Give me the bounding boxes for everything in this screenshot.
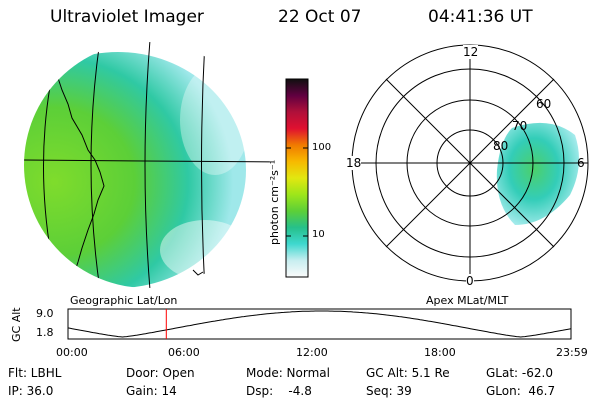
colorbar	[285, 78, 309, 278]
polar-plot	[351, 44, 589, 282]
date-label: 22 Oct 07	[278, 7, 362, 27]
mlat-label-80: 80	[493, 139, 509, 153]
time-label: 04:41:36 UT	[428, 7, 533, 27]
mlt-label-6: 6	[577, 156, 585, 170]
instrument-title: Ultraviolet Imager	[50, 7, 204, 27]
uv-emission-left	[24, 52, 246, 288]
altitude-xtick-2359: 23:59	[556, 346, 588, 359]
status-filter: Flt: LBHL	[8, 366, 62, 380]
geographic-caption: Geographic Lat/Lon	[70, 294, 178, 307]
altitude-xtick-1200: 12:00	[296, 346, 328, 359]
status-door: Door: Open	[126, 366, 195, 380]
colorbar-unit-label: photon cm⁻²s⁻¹	[268, 159, 281, 245]
status-glat: GLat: -62.0	[486, 366, 553, 380]
status-gc-alt: GC Alt: 5.1 Re	[366, 366, 450, 380]
altitude-ylabel: GC Alt	[10, 307, 23, 342]
mlat-label-60: 60	[536, 97, 552, 111]
status-gain: Gain: 14	[126, 384, 177, 398]
status-dsp: Dsp: -4.8	[246, 384, 312, 398]
altitude-plot	[67, 308, 572, 340]
mlat-label-70: 70	[512, 119, 528, 133]
altitude-xtick-0000: 00:00	[56, 346, 88, 359]
uv-emission-right	[496, 122, 579, 225]
status-ip: IP: 36.0	[8, 384, 54, 398]
altitude-xtick-1800: 18:00	[424, 346, 456, 359]
coastline	[57, 77, 105, 281]
altitude-ytick-9: 9.0	[36, 307, 54, 320]
apex-caption: Apex MLat/MLT	[426, 294, 509, 307]
mlt-label-0: 0	[466, 274, 474, 288]
mlt-label-12: 12	[463, 45, 479, 59]
altitude-xtick-0600: 06:00	[168, 346, 200, 359]
status-seq: Seq: 39	[366, 384, 412, 398]
geo-grid	[24, 42, 270, 288]
status-mode: Mode: Normal	[246, 366, 330, 380]
altitude-curve	[67, 310, 572, 338]
colorbar-tick-10: 10	[312, 229, 325, 240]
status-glon: GLon: 46.7	[486, 384, 556, 398]
altitude-ytick-1-8: 1.8	[36, 326, 54, 339]
mlt-label-18: 18	[346, 156, 362, 170]
colorbar-tick-100: 100	[312, 142, 332, 153]
geographic-image	[24, 42, 270, 288]
